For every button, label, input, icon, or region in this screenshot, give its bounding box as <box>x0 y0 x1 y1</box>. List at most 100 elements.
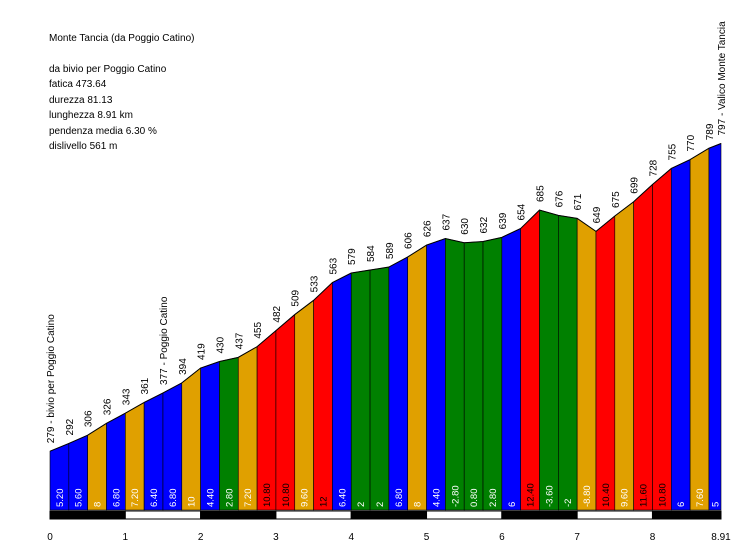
km-tick-label: 7 <box>574 532 580 543</box>
km-bar-block <box>200 510 277 520</box>
elevation-label: 584 <box>366 245 377 262</box>
elevation-label: 437 <box>234 332 245 349</box>
climb-durezza: durezza 81.13 <box>49 94 113 106</box>
profile-segment <box>237 346 258 511</box>
profile-segment <box>87 422 107 511</box>
profile-segment <box>350 269 371 511</box>
km-bar-block <box>501 510 578 520</box>
gradient-label: -8.80 <box>582 485 593 507</box>
climb-fatica: fatica 473.64 <box>49 79 107 90</box>
elevation-label: 649 <box>592 206 603 223</box>
km-tick-label: 3 <box>273 532 279 543</box>
gradient-label: 7.20 <box>243 489 254 508</box>
elevation-label: 626 <box>423 220 434 237</box>
elevation-label: 482 <box>272 305 283 322</box>
elevation-label: 770 <box>686 134 697 151</box>
gradient-label: 6.80 <box>168 489 179 508</box>
profile-segment <box>275 313 296 511</box>
km-bar-block <box>426 510 503 520</box>
profile-segment <box>445 238 465 511</box>
profile-segment <box>708 143 722 511</box>
gradient-label: 11.60 <box>639 484 650 507</box>
profile-segment <box>426 238 446 511</box>
gradient-label: 12 <box>318 496 329 507</box>
km-bar-block <box>651 510 722 520</box>
gradient-label: 10.80 <box>281 483 292 507</box>
elevation-label: 639 <box>498 212 509 229</box>
km-tick-label: 2 <box>198 532 204 543</box>
gradient-label: 10.40 <box>601 483 612 507</box>
elevation-label: 606 <box>404 232 415 249</box>
gradient-label: 9.60 <box>620 489 631 508</box>
climb-title: Monte Tancia (da Poggio Catino) <box>49 33 195 44</box>
profile-segment <box>539 209 559 511</box>
profile-segment <box>219 356 239 511</box>
elevation-label: 533 <box>310 275 321 292</box>
gradient-label: 6.80 <box>111 489 122 508</box>
climb-start: da bivio per Poggio Catino <box>49 63 167 75</box>
elevation-label: 394 <box>178 358 189 375</box>
profile-segment <box>614 201 634 511</box>
elevation-label: 292 <box>65 418 76 435</box>
profile-segment <box>463 241 484 511</box>
gradient-label: 6 <box>676 502 687 507</box>
gradient-label: 4.40 <box>431 489 442 508</box>
gradient-label: 7.20 <box>130 489 141 508</box>
profile-segment <box>332 272 352 511</box>
elevation-label: 419 <box>197 343 208 360</box>
profile-segment <box>633 183 653 511</box>
elevation-label: 797 - Valico Monte Tancia <box>717 21 728 136</box>
km-bar-block <box>576 510 653 520</box>
profile-segment <box>256 329 277 511</box>
gradient-label: 4.40 <box>206 489 217 508</box>
elevation-label: 728 <box>648 159 659 176</box>
profile-segment <box>294 299 314 511</box>
gradient-label: 2 <box>356 502 367 507</box>
profile-outline <box>49 143 722 452</box>
elevation-label: 671 <box>573 193 584 210</box>
gradient-label: 10.80 <box>262 483 273 507</box>
elevation-label: 455 <box>253 322 264 339</box>
elevation-label: 632 <box>479 216 490 233</box>
profile-segment <box>520 209 540 511</box>
gradient-label: 6.80 <box>394 489 405 508</box>
elevation-label: 279 - bivio per Poggio Catino <box>46 314 57 443</box>
profile-segment <box>670 159 691 511</box>
gradient-label: 12.40 <box>526 483 537 507</box>
gradient-label: -2.80 <box>450 485 461 507</box>
km-bar-block <box>350 510 428 520</box>
gradient-label: 7.60 <box>695 489 706 508</box>
climb-dislivello: dislivello 561 m <box>49 141 118 152</box>
profile-segment <box>595 215 616 511</box>
km-tick-label: 8 <box>650 532 656 543</box>
elevation-label: 675 <box>611 191 622 208</box>
gradient-label: 2.80 <box>488 489 499 507</box>
elevation-label: 361 <box>140 377 151 394</box>
profile-segments <box>49 143 722 511</box>
km-bar-block <box>49 510 126 520</box>
km-bar-block <box>124 510 202 520</box>
gradient-labels: 5.20 5.60 8 6.80 7.20 6.40 6.80 10 4.40 2.80 7.20 1… <box>55 483 722 507</box>
elevation-label: 589 <box>385 242 396 259</box>
elevation-label: 630 <box>460 218 471 235</box>
profile-segment <box>689 147 710 511</box>
km-bar-block <box>275 510 352 520</box>
profile-segment <box>181 367 201 511</box>
profile-segment <box>313 281 333 511</box>
elevation-label: 326 <box>102 398 113 415</box>
gradient-label: 6.40 <box>149 489 160 508</box>
elevation-label: 676 <box>554 190 565 207</box>
elevation-label: 306 <box>84 410 95 427</box>
elevation-label: 509 <box>291 289 302 306</box>
profile-segment <box>558 215 578 511</box>
elevation-label: 654 <box>517 203 528 220</box>
gradient-label: 2 <box>375 502 386 507</box>
gradient-label: 5.60 <box>74 489 85 508</box>
elevation-label: 430 <box>215 336 226 353</box>
km-axis-labels: 0 1 2 3 4 5 6 7 8 8.91 <box>47 532 731 543</box>
km-tick-label: 0 <box>47 532 53 543</box>
profile-segment <box>388 256 409 511</box>
profile-segment <box>369 266 390 511</box>
gradient-label: -3.60 <box>544 485 555 507</box>
